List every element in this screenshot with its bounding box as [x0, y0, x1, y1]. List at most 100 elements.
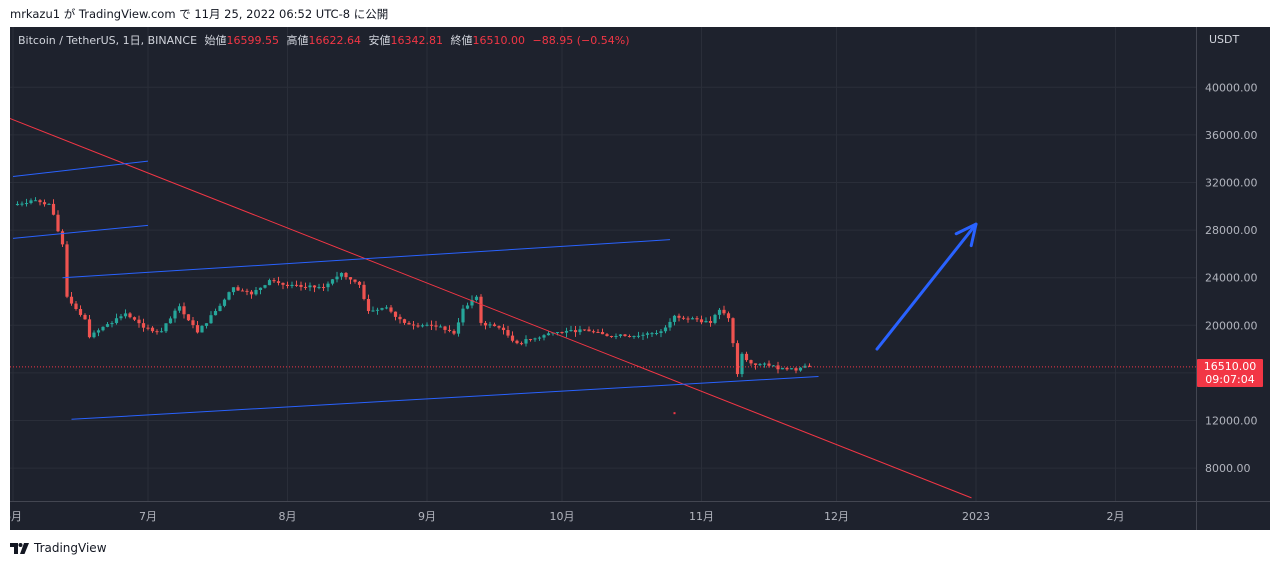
- candle-body: [771, 365, 776, 367]
- candle-body: [668, 321, 672, 328]
- red-descending-trendline: [10, 117, 972, 499]
- candle-body: [582, 329, 587, 331]
- candle-body: [348, 277, 353, 280]
- candle-body: [47, 203, 51, 205]
- high-value: 16622.64: [308, 34, 362, 47]
- y-tick-label: 24000.00: [1205, 272, 1258, 285]
- candle-body: [465, 305, 470, 309]
- candle-body: [51, 203, 56, 215]
- candle-body: [672, 315, 677, 322]
- symbol-label: Bitcoin / TetherUS, 1日, BINANCE: [18, 34, 198, 47]
- candle-body: [150, 327, 155, 332]
- candle-body: [92, 332, 96, 338]
- candle-body: [240, 290, 245, 292]
- candle-body: [254, 290, 258, 295]
- last-price: 16510.00: [1203, 360, 1257, 373]
- candle-body: [353, 279, 357, 282]
- candle-body: [762, 363, 767, 365]
- publish-info: mrkazu1 が TradingView.com で 11月 25, 2022…: [10, 7, 389, 21]
- candle-body: [519, 343, 524, 345]
- candle-body: [587, 329, 591, 332]
- candle-body: [186, 314, 191, 321]
- candle-body: [119, 316, 123, 319]
- candle-body: [767, 363, 771, 366]
- low-label: 安値: [368, 34, 391, 47]
- candle-body: [20, 203, 24, 205]
- candle-body: [137, 319, 141, 324]
- candle-body: [312, 285, 317, 288]
- candle-body: [83, 314, 87, 320]
- y-tick-label: 8000.00: [1205, 462, 1251, 475]
- candle-body: [627, 336, 632, 338]
- candle-body: [96, 330, 101, 333]
- price-chart[interactable]: 40000.00 36000.00 32000.00 28000.00 24000.00…: [10, 27, 1270, 530]
- candle-body: [474, 296, 479, 300]
- candle-body: [263, 285, 267, 288]
- candle-body: [366, 298, 371, 312]
- candle-body: [276, 281, 281, 283]
- candle-body: [249, 291, 254, 295]
- bullish-arrow-shaft: [875, 222, 978, 351]
- footer-brand[interactable]: TradingView: [34, 541, 107, 555]
- candle-body: [663, 327, 668, 332]
- chart-panel[interactable]: 40000.00 36000.00 32000.00 28000.00 24000.00…: [10, 27, 1270, 530]
- candle-body: [24, 203, 29, 205]
- candle-body: [533, 338, 537, 340]
- candle-body: [357, 281, 362, 285]
- candle-body: [780, 367, 785, 370]
- candle-body: [438, 326, 443, 328]
- candle-body: [218, 305, 222, 312]
- candle-body: [200, 325, 204, 333]
- candle-body: [776, 365, 780, 370]
- y-tick-label: 12000.00: [1205, 415, 1258, 428]
- y-tick-label: 36000.00: [1205, 129, 1258, 142]
- candle-body: [398, 316, 402, 320]
- candle-body: [600, 332, 605, 335]
- candle-body: [618, 334, 623, 337]
- candle-body: [740, 353, 744, 375]
- candle-body: [393, 311, 398, 317]
- candle-body: [227, 292, 231, 300]
- currency-label: USDT: [1209, 33, 1240, 46]
- candle-body: [146, 327, 150, 329]
- candle-body: [339, 272, 344, 277]
- candle-body: [317, 287, 321, 289]
- candle-body: [749, 360, 753, 364]
- candle-body: [591, 331, 596, 333]
- candle-body: [272, 280, 276, 282]
- candle-body: [245, 290, 249, 292]
- change-value: −88.95 (−0.54%): [532, 34, 630, 47]
- candle-body: [744, 353, 749, 361]
- candle-body: [168, 318, 173, 324]
- candle-body: [407, 322, 411, 325]
- candle-body: [456, 322, 461, 334]
- blue-short-upper: [12, 160, 149, 178]
- blue-channel-lower: [71, 375, 819, 420]
- candle-body: [56, 214, 60, 232]
- candle-body: [794, 368, 798, 371]
- candle-body: [722, 309, 726, 314]
- candle-body: [281, 282, 285, 285]
- candle-body: [654, 333, 659, 335]
- candle-body: [330, 279, 335, 284]
- candle-body: [542, 335, 546, 338]
- candle-body: [267, 280, 272, 286]
- y-tick-label: 32000.00: [1205, 177, 1258, 190]
- candle-body: [308, 285, 312, 288]
- candle-body: [384, 307, 389, 309]
- candle-body: [132, 317, 137, 320]
- candle-body: [605, 334, 609, 337]
- chart-legend: Bitcoin / TetherUS, 1日, BINANCE 始値16599.…: [18, 33, 630, 48]
- y-tick-label: 20000.00: [1205, 319, 1258, 332]
- candle-body: [303, 286, 308, 288]
- candle-body: [510, 335, 515, 341]
- candle-body: [596, 331, 600, 333]
- x-tick-label: 2月: [1107, 510, 1125, 523]
- candle-body: [411, 324, 416, 326]
- x-tick-label: 6月: [10, 510, 22, 523]
- tradingview-logo-icon[interactable]: [10, 542, 30, 554]
- high-label: 高値: [286, 34, 309, 47]
- candle-body: [753, 363, 758, 365]
- candle-body: [717, 309, 722, 315]
- x-tick-label: 10月: [550, 510, 575, 523]
